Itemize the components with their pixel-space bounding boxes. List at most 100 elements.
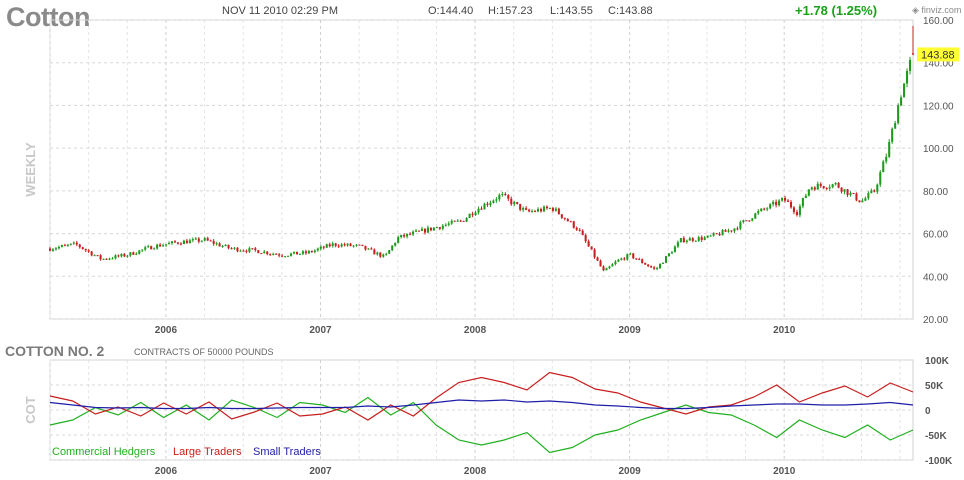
logo-text: finviz.com [921,5,962,15]
price-y-tick-label: 80.00 [923,187,948,198]
candle-body [617,259,620,262]
candle-body [465,217,468,222]
candle-body [584,235,587,242]
candle-body [736,228,739,230]
candle-body [304,251,307,254]
price-y-tick-label: 40.00 [923,272,948,283]
candle-body [471,213,474,216]
price-x-tick-label: 2009 [619,325,642,336]
candle-body [536,209,540,212]
candle-body [507,195,510,199]
candle-body [837,183,840,188]
candle-body [215,243,218,245]
candle-body [301,251,304,254]
logo-icon: ◈ [912,5,922,15]
price-y-tick-label: 160.00 [923,16,954,27]
candle-body [525,208,528,210]
candle-body [373,249,376,255]
candle-body [590,246,593,250]
candle-body [224,244,227,246]
candle-body [290,253,293,256]
cot-y-tick-label: 50K [925,381,944,392]
cot-y-tick-label: 100K [925,356,950,367]
candle-body [852,193,855,195]
candle-body [254,248,257,251]
candle-body [266,251,269,255]
candle-body [751,218,754,221]
candle-body [57,246,60,249]
candle-body [203,238,206,241]
candle-body [325,244,328,248]
cot-y-tick-label: -50K [925,431,947,442]
legend-commercial: Commercial Hedgers [52,446,156,458]
candle-body [679,238,682,243]
candle-body [739,222,742,229]
candle-body [644,262,647,265]
candle-body [795,211,798,216]
candle-body [742,220,745,223]
candle-body [414,230,418,232]
candle-body [685,240,688,243]
candle-body [194,238,197,240]
candle-body [367,248,370,250]
candle-body [569,221,572,223]
candle-body [882,161,885,173]
candle-body [343,244,346,246]
cot-series-line-3 [49,399,914,410]
price-y-tick-label: 20.00 [923,315,948,326]
candle-body [867,193,870,199]
candle-body [715,233,718,235]
candle-body [757,211,760,214]
candle-body [769,204,772,209]
candle-body [147,246,150,248]
candle-body [66,244,69,246]
candle-body [200,240,203,242]
candle-body [129,252,132,256]
candle-body [87,250,90,252]
candle-body [516,202,519,204]
candle-body [495,199,498,201]
candle-body [81,247,84,250]
candle-body [539,209,543,212]
candle-body [403,234,406,237]
candle-body [659,263,662,269]
candle-body [263,251,266,254]
cot-subtitle: CONTRACTS OF 50000 POUNDS [134,347,274,357]
candle-body [191,239,194,241]
candle-body [307,251,310,254]
candle-body [93,255,96,257]
candle-body [656,268,659,270]
candle-body [432,227,435,231]
candle-body [388,250,391,254]
candle-body [462,220,465,222]
cot-series-line-2 [49,371,914,421]
candle-body [114,255,117,259]
candle-body [474,212,477,216]
candle-body [489,202,492,205]
candle-body [459,220,462,222]
candle-body [691,238,694,241]
candle-body [182,240,185,245]
candle-body [60,245,63,247]
candle-body [551,207,554,211]
candle-body [278,254,281,256]
candle-body [611,264,614,267]
finviz-logo[interactable]: ◈ finviz.com [912,5,961,16]
candle-body [385,253,388,255]
candle-body [531,211,534,213]
candle-body [900,97,903,106]
candle-body [545,206,549,209]
candle-body [843,189,846,192]
candle-body [763,208,766,210]
candle-body [557,208,560,215]
candle-body [858,200,861,203]
candle-body [236,247,239,252]
candle-body [477,208,480,213]
candle-body [269,254,272,256]
candle-body [661,262,665,264]
price-change: +1.78 (1.25%) [795,3,878,18]
candle-body [397,237,400,243]
candle-body [221,245,224,247]
candle-body [438,227,441,229]
candle-body [275,253,278,255]
